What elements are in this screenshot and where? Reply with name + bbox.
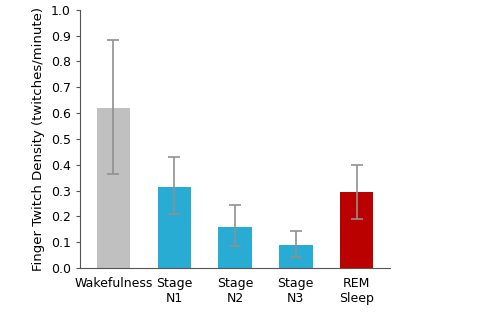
Bar [96, 108, 130, 268]
Bar [340, 192, 374, 268]
Bar [279, 245, 312, 268]
Y-axis label: Finger Twitch Density (twitches/minute): Finger Twitch Density (twitches/minute) [32, 7, 46, 271]
Bar [218, 227, 252, 268]
Bar [158, 187, 191, 268]
